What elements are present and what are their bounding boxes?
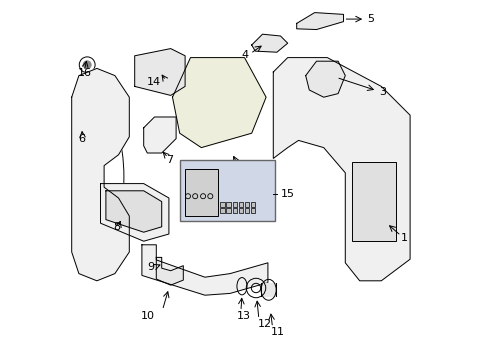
Polygon shape (101, 184, 168, 241)
Text: 15: 15 (280, 189, 294, 199)
Bar (226, 202, 230, 207)
Text: 12: 12 (257, 319, 271, 329)
Polygon shape (143, 117, 176, 153)
Bar (250, 208, 255, 213)
Text: 6: 6 (78, 134, 85, 144)
Bar (244, 202, 249, 207)
Text: 13: 13 (236, 311, 250, 321)
Text: 5: 5 (366, 14, 373, 24)
Polygon shape (251, 34, 287, 52)
Bar (185, 169, 217, 216)
Polygon shape (134, 49, 185, 95)
Text: 2: 2 (241, 173, 247, 183)
Text: 9: 9 (147, 262, 154, 272)
Bar (226, 208, 230, 213)
Bar (232, 208, 237, 213)
Polygon shape (273, 58, 409, 281)
Polygon shape (142, 245, 267, 295)
Polygon shape (296, 13, 343, 30)
Polygon shape (106, 191, 162, 232)
Bar (220, 202, 224, 207)
Bar (238, 208, 243, 213)
Text: 14: 14 (146, 77, 161, 87)
Bar (232, 202, 237, 207)
Text: 10: 10 (141, 311, 155, 321)
Bar (352, 162, 395, 241)
Bar (179, 160, 275, 221)
Text: 11: 11 (270, 327, 284, 337)
Bar (244, 208, 249, 213)
Bar (250, 202, 255, 207)
Circle shape (83, 61, 91, 69)
Text: 8: 8 (113, 222, 120, 232)
Text: 3: 3 (379, 87, 386, 97)
Text: 16: 16 (78, 68, 92, 78)
Text: 7: 7 (166, 155, 173, 165)
Polygon shape (172, 58, 265, 148)
Bar (238, 202, 243, 207)
Bar (220, 208, 224, 213)
Polygon shape (156, 257, 183, 285)
Polygon shape (72, 68, 129, 281)
Text: 4: 4 (241, 50, 247, 60)
Polygon shape (305, 61, 345, 97)
Text: 1: 1 (400, 233, 407, 243)
